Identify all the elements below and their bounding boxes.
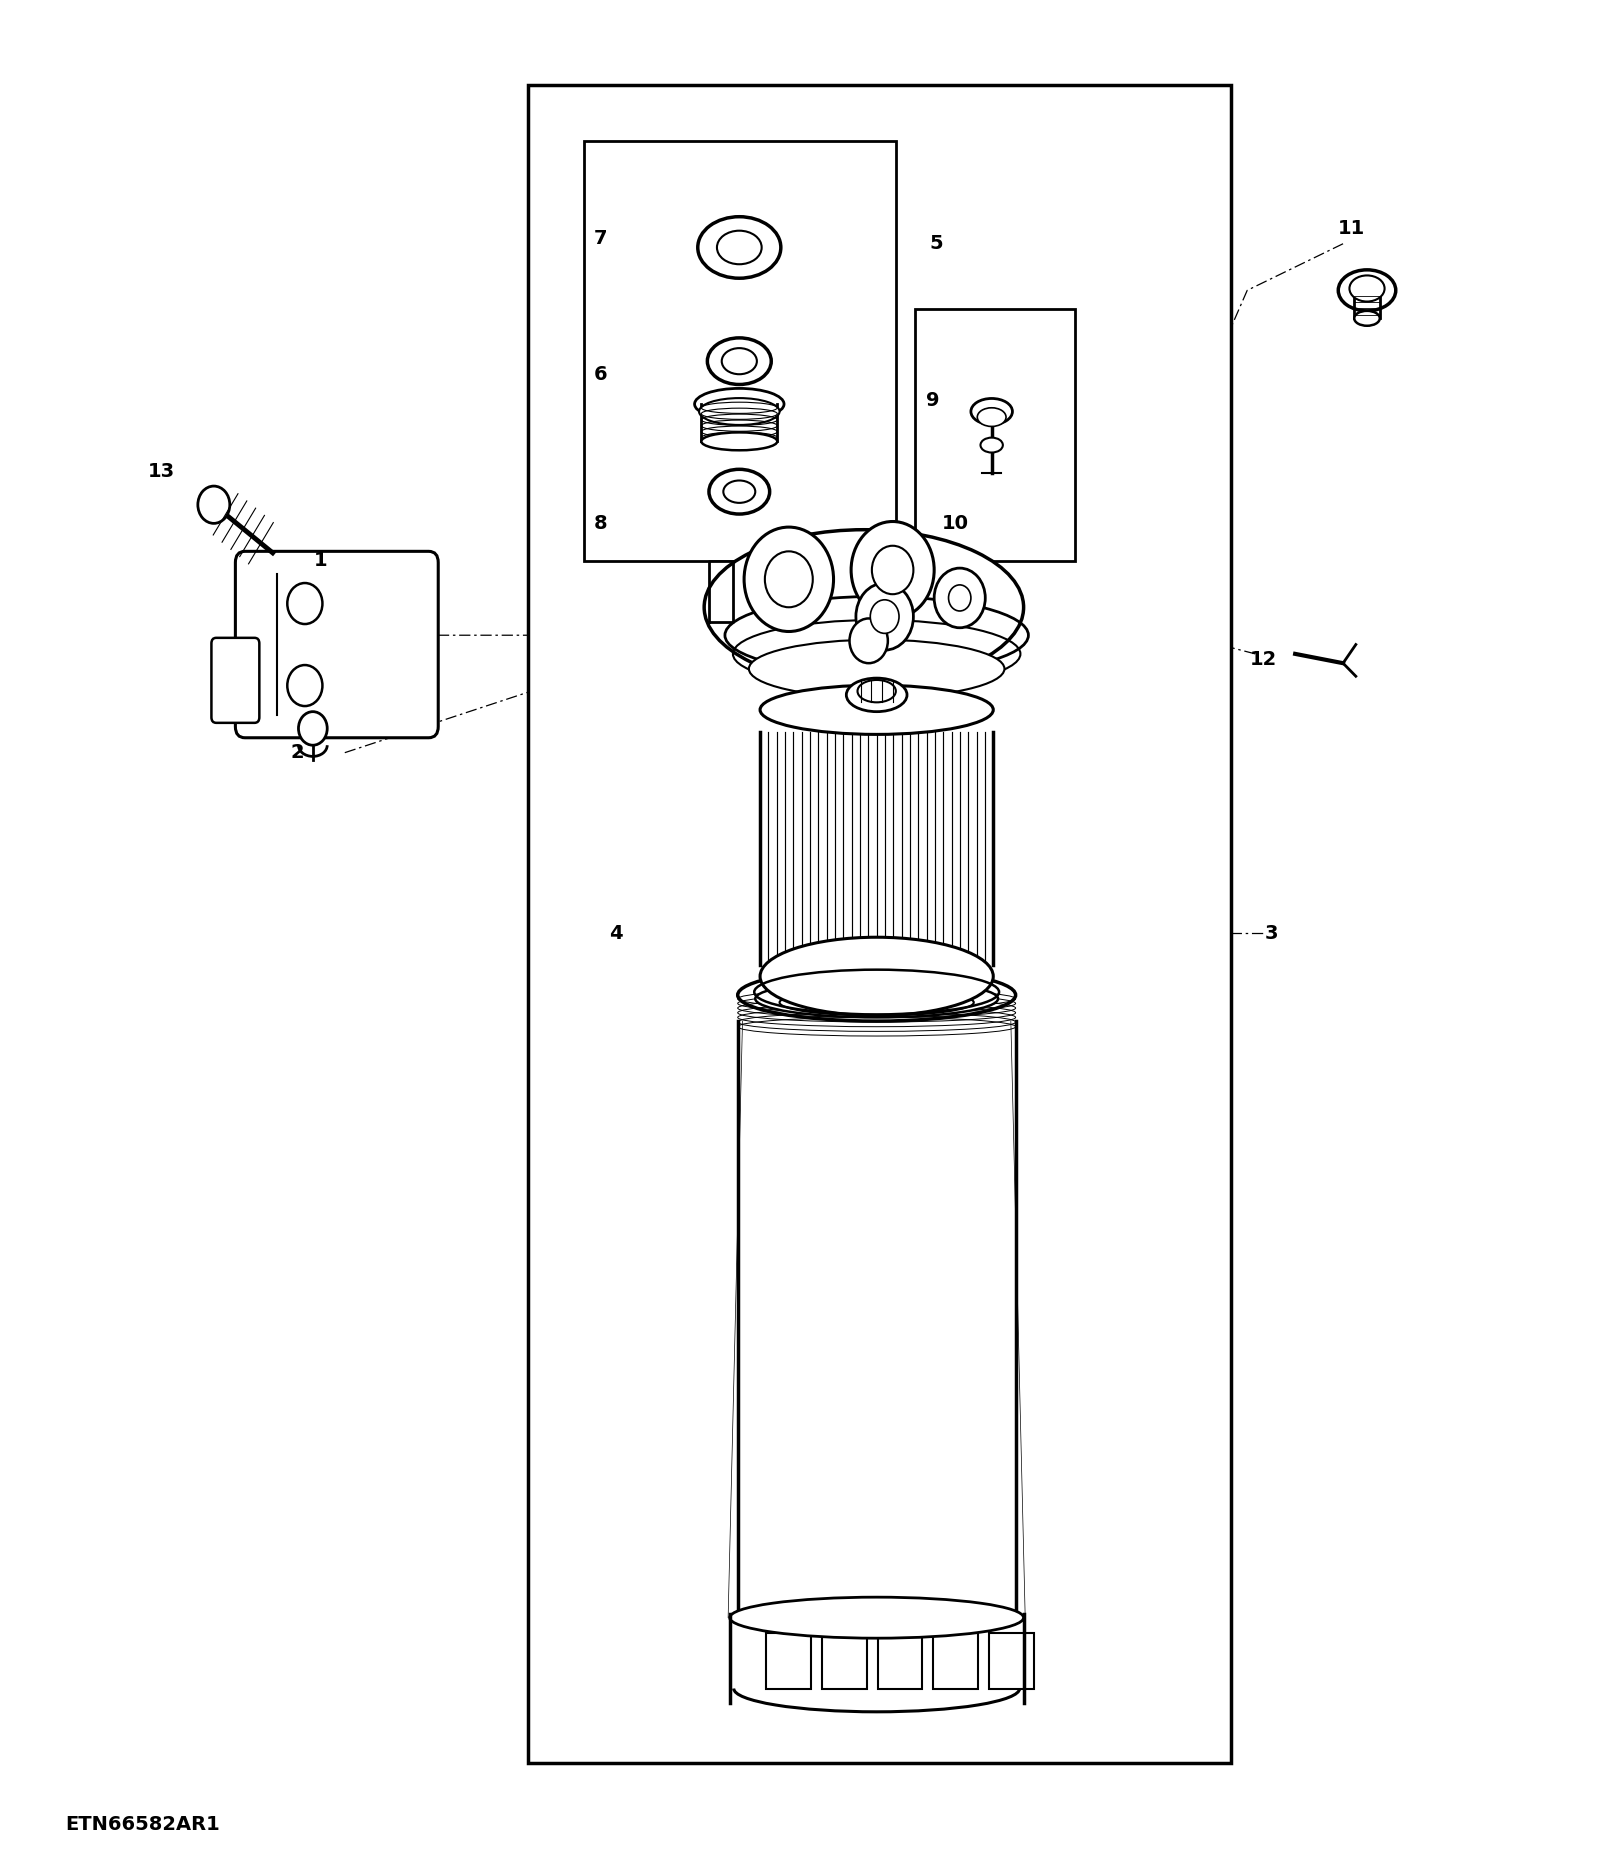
Ellipse shape [701, 433, 778, 450]
Ellipse shape [699, 398, 779, 426]
Ellipse shape [858, 680, 896, 702]
Circle shape [744, 526, 834, 631]
Circle shape [851, 521, 934, 618]
Ellipse shape [846, 678, 907, 711]
Bar [989, 1632, 1034, 1688]
Ellipse shape [694, 388, 784, 420]
Polygon shape [709, 560, 733, 622]
Ellipse shape [709, 469, 770, 513]
Bar [933, 1632, 978, 1688]
Ellipse shape [760, 937, 994, 1016]
Ellipse shape [978, 407, 1006, 426]
Text: 11: 11 [1338, 218, 1365, 239]
Text: 12: 12 [1250, 650, 1277, 668]
Bar [822, 1632, 867, 1688]
Circle shape [870, 599, 899, 633]
Text: 4: 4 [610, 924, 622, 943]
Ellipse shape [760, 685, 994, 734]
Ellipse shape [971, 398, 1013, 424]
Bar [584, 142, 896, 560]
FancyBboxPatch shape [211, 639, 259, 723]
Ellipse shape [738, 969, 1016, 1021]
Ellipse shape [755, 980, 998, 1018]
Text: 5: 5 [930, 233, 942, 254]
Text: ETN66582AR1: ETN66582AR1 [66, 1815, 221, 1833]
Circle shape [850, 618, 888, 663]
Text: 2: 2 [290, 743, 304, 762]
Circle shape [288, 665, 323, 706]
Text: 3: 3 [1264, 924, 1278, 943]
Ellipse shape [749, 640, 1005, 698]
Ellipse shape [1338, 271, 1395, 310]
Ellipse shape [723, 480, 755, 502]
Text: 10: 10 [941, 513, 968, 532]
Circle shape [872, 545, 914, 594]
Circle shape [288, 583, 323, 624]
Circle shape [934, 568, 986, 627]
Bar [766, 1632, 811, 1688]
FancyBboxPatch shape [235, 551, 438, 737]
Circle shape [949, 584, 971, 611]
Ellipse shape [707, 338, 771, 385]
Text: 7: 7 [594, 228, 606, 248]
Ellipse shape [722, 347, 757, 373]
Circle shape [299, 711, 328, 745]
Ellipse shape [730, 1596, 1024, 1637]
Text: 1: 1 [314, 551, 328, 569]
Text: 9: 9 [926, 390, 939, 411]
Ellipse shape [981, 437, 1003, 452]
Text: 8: 8 [594, 513, 606, 532]
Ellipse shape [1349, 276, 1384, 302]
Text: 6: 6 [594, 364, 606, 385]
Bar [915, 308, 1075, 560]
Ellipse shape [698, 217, 781, 278]
Bar [878, 1632, 922, 1688]
Ellipse shape [717, 232, 762, 265]
Ellipse shape [704, 530, 1024, 685]
Bar [528, 86, 1232, 1762]
Circle shape [765, 551, 813, 607]
Circle shape [198, 485, 230, 523]
Ellipse shape [1354, 310, 1379, 325]
Circle shape [856, 583, 914, 650]
Text: 13: 13 [147, 461, 174, 480]
Ellipse shape [779, 990, 974, 1016]
